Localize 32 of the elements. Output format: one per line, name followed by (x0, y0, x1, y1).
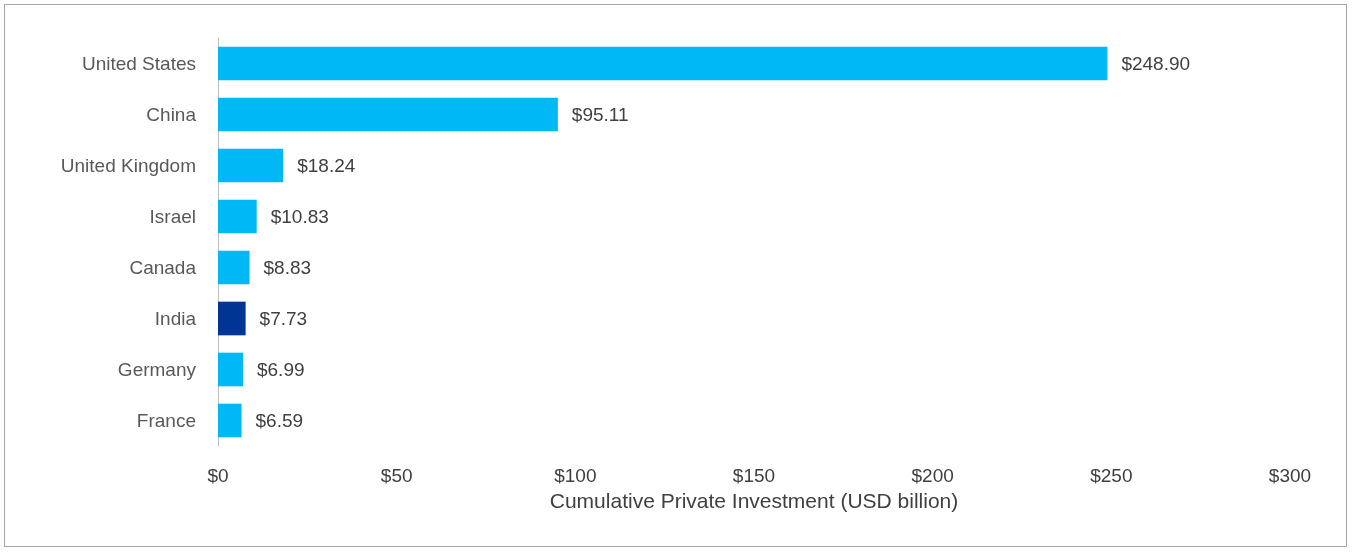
data-label: $18.24 (297, 155, 356, 176)
x-tick-label: $0 (207, 465, 229, 486)
y-tick-label: Germany (117, 359, 197, 380)
bar (218, 403, 242, 438)
y-tick-label: Canada (129, 257, 197, 278)
bar (218, 250, 250, 285)
data-label: $95.11 (571, 104, 629, 125)
data-label: $6.99 (256, 359, 305, 380)
x-tick-label: $50 (380, 465, 413, 486)
bar (218, 199, 257, 234)
bar (218, 352, 243, 387)
data-label: $8.83 (263, 257, 312, 278)
x-tick-label: $100 (554, 465, 597, 486)
y-tick-label: China (146, 104, 197, 125)
y-tick-label: India (154, 308, 197, 329)
data-label: $7.73 (259, 308, 308, 329)
x-tick-label: $200 (911, 465, 954, 486)
bar (218, 148, 284, 183)
y-tick-label: United States (81, 53, 196, 74)
x-tick-label: $150 (732, 465, 776, 486)
bar (218, 301, 246, 336)
y-tick-label: United Kingdom (60, 155, 196, 176)
x-axis-title: Cumulative Private Investment (USD billion) (549, 488, 959, 512)
bar (218, 46, 1108, 81)
y-tick-label: France (136, 410, 196, 431)
data-label: $6.59 (255, 410, 304, 431)
x-tick-label: $250 (1090, 465, 1133, 486)
y-tick-label: Israel (149, 206, 196, 227)
x-tick-label: $300 (1268, 465, 1312, 486)
data-label: $248.90 (1121, 53, 1191, 74)
data-label: $10.83 (270, 206, 329, 227)
bar (218, 97, 558, 132)
